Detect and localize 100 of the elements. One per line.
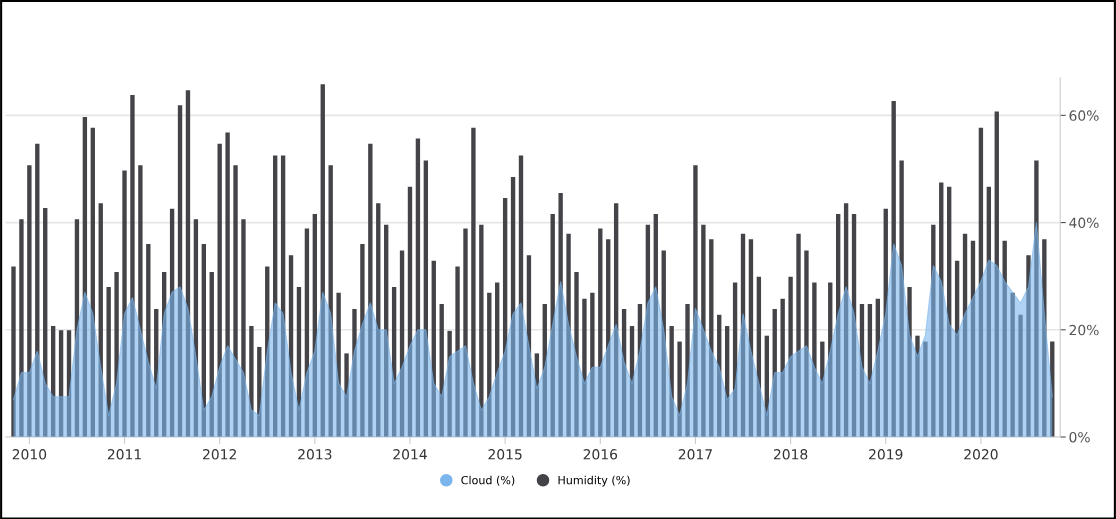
bar <box>82 116 88 437</box>
bar <box>843 203 849 437</box>
bar <box>1018 314 1023 437</box>
bar <box>58 330 64 437</box>
bar <box>550 214 555 437</box>
bar <box>891 100 896 437</box>
bar <box>661 250 666 437</box>
bar <box>185 90 191 437</box>
bar <box>709 239 714 437</box>
bar <box>796 233 801 437</box>
x-tick-label: 2012 <box>203 449 236 460</box>
bar <box>1026 255 1031 437</box>
bar <box>724 326 730 437</box>
bar <box>947 186 952 437</box>
bar <box>534 353 540 437</box>
bar <box>978 127 984 437</box>
bar <box>415 138 421 437</box>
x-tick-label: 2018 <box>773 449 808 460</box>
bar <box>328 165 333 437</box>
x-tick-label: 2011 <box>107 449 141 460</box>
legend-label: Humidity (%) <box>558 475 630 487</box>
bar <box>495 282 500 437</box>
bar <box>161 271 167 437</box>
bar <box>740 233 746 437</box>
bar <box>542 304 547 437</box>
bar <box>288 255 294 437</box>
bar <box>66 330 72 437</box>
bar <box>447 330 452 437</box>
bar <box>114 271 119 437</box>
bar <box>479 224 484 437</box>
bar <box>257 346 262 437</box>
bar <box>201 244 206 437</box>
bar <box>11 266 16 437</box>
x-tick-label: 2017 <box>678 449 712 460</box>
bar <box>621 308 627 437</box>
bar <box>764 335 769 437</box>
bar <box>669 326 674 437</box>
bar <box>867 304 873 437</box>
bar <box>899 160 904 437</box>
bar <box>352 308 357 437</box>
bar <box>613 203 619 437</box>
bar <box>265 266 270 437</box>
x-tick-label: 2015 <box>488 449 522 460</box>
legend-label: Cloud (%) <box>461 475 515 486</box>
bar <box>1010 292 1015 437</box>
bar <box>685 304 690 437</box>
bar <box>487 292 492 437</box>
bar <box>859 304 865 437</box>
bar <box>558 193 563 437</box>
bar <box>27 165 32 437</box>
bar <box>431 260 436 437</box>
bar <box>233 165 238 437</box>
bar <box>732 282 738 437</box>
bar <box>788 276 793 437</box>
bar <box>812 282 817 437</box>
bar <box>954 260 960 437</box>
bar <box>677 341 682 437</box>
bar <box>1002 240 1007 437</box>
y-tick-label: 60% <box>1069 110 1099 121</box>
bar <box>154 308 159 437</box>
bar <box>582 298 587 437</box>
x-tick-label: 2016 <box>583 449 618 460</box>
bar <box>875 298 880 437</box>
x-tick-label: 2010 <box>12 449 47 460</box>
bar <box>320 84 325 437</box>
bar <box>835 214 841 437</box>
bar <box>748 239 754 437</box>
bar <box>471 127 476 437</box>
bar <box>146 244 151 437</box>
bar <box>629 326 635 437</box>
bar <box>1050 341 1055 437</box>
bar <box>106 286 111 437</box>
bar <box>280 155 286 437</box>
bar <box>169 208 175 437</box>
bar <box>637 304 643 437</box>
bar <box>344 353 349 437</box>
bar <box>970 240 976 437</box>
x-tick-label: 2020 <box>964 449 998 460</box>
bar <box>98 203 103 437</box>
bar <box>217 143 222 437</box>
bar <box>907 286 912 437</box>
bar <box>193 219 199 437</box>
bar <box>518 155 524 437</box>
bar <box>566 233 571 437</box>
bar <box>828 282 833 437</box>
bar <box>1042 239 1047 437</box>
bar <box>701 224 706 437</box>
bar <box>851 214 857 437</box>
bar <box>19 219 24 437</box>
bar <box>273 155 278 437</box>
bar <box>962 233 968 437</box>
bar <box>177 105 183 437</box>
bar <box>986 186 992 437</box>
bar <box>931 224 936 437</box>
bar <box>994 111 999 437</box>
bar <box>384 224 389 437</box>
y-tick-label: 0% <box>1069 431 1090 443</box>
bar <box>693 165 698 437</box>
bar <box>598 228 603 437</box>
bar <box>820 341 825 437</box>
